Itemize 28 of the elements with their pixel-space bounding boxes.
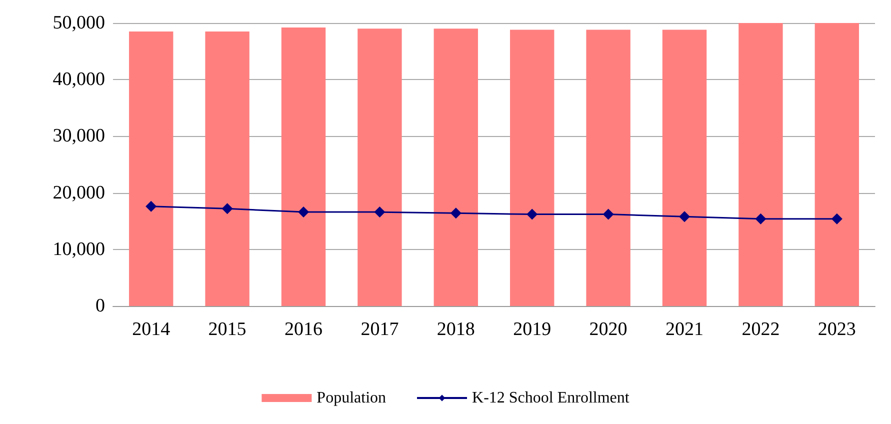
point [298,206,309,218]
point [146,200,157,212]
x-tick-label: 2017 [360,319,399,340]
point [374,206,386,218]
x-tick-label: 2023 [818,319,856,340]
y-tick-label: 30,000 [52,126,105,147]
y-tick-label: 10,000 [52,238,105,260]
y-tick-label: 50,000 [52,12,105,34]
point [222,203,233,214]
legend-label: Population [316,390,386,406]
x-tick-label: 2019 [513,319,552,340]
x-tick-label: 2021 [666,319,704,340]
x-tick-label: 2022 [742,319,780,340]
point [450,208,462,219]
point [602,208,614,220]
x-tick-label: 2016 [284,319,322,340]
y-tick-label: 40,000 [52,69,105,90]
x-tick-label: 2020 [589,319,628,340]
point [831,213,842,224]
x-tick-label: 2018 [436,319,475,340]
legend-label: K-12 School Enrollment [472,390,630,406]
y-tick-label: 0 [96,296,105,316]
point [755,213,766,224]
y-tick-label: 20,000 [52,182,105,204]
x-tick-label: 2014 [132,319,171,340]
point [526,208,538,220]
point [679,211,690,222]
x-tick-label: 2015 [208,319,246,340]
